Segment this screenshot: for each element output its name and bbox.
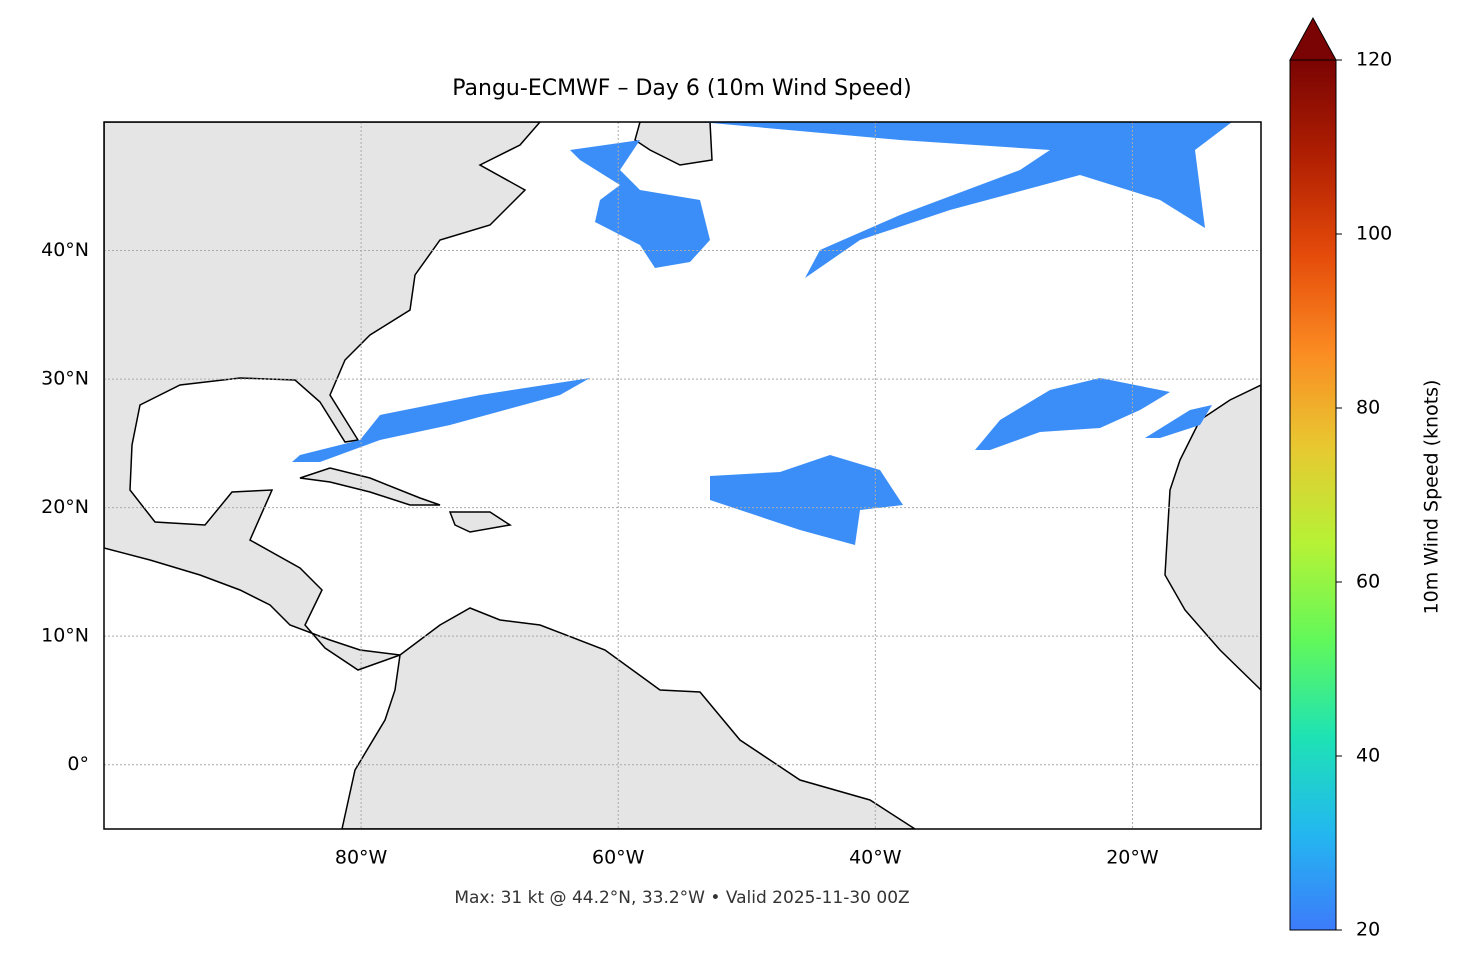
grid bbox=[104, 122, 1261, 829]
colorbar-tick-label: 60 bbox=[1356, 571, 1380, 593]
map-area bbox=[104, 122, 1261, 829]
canada-east bbox=[634, 122, 713, 166]
wind-area bbox=[710, 455, 903, 545]
ticks: 80°W 60°W 40°W 20°W 0° 10°N 20°N 30°N 40°N 20 40 60… bbox=[41, 49, 1392, 941]
wind-area bbox=[292, 378, 590, 462]
title: Pangu-ECMWF – Day 6 (10m Wind Speed) bbox=[452, 76, 911, 101]
y-tick-label: 40°N bbox=[41, 239, 89, 261]
footer: Max: 31 kt @ 44.2°N, 33.2°W • Valid 2025… bbox=[454, 888, 909, 908]
colorbar-tick-label: 100 bbox=[1356, 223, 1392, 245]
africa bbox=[1164, 384, 1261, 692]
hispaniola bbox=[448, 511, 513, 533]
colorbar-extend bbox=[1289, 16, 1337, 61]
x-tick-label: 80°W bbox=[335, 847, 388, 869]
cuba bbox=[299, 467, 441, 506]
south-america bbox=[341, 607, 917, 829]
wind-area bbox=[1145, 405, 1212, 438]
colorbar-label: 10m Wind Speed (knots) bbox=[1421, 380, 1443, 615]
colorbar-tick-label: 20 bbox=[1356, 919, 1380, 941]
north-america bbox=[104, 122, 541, 671]
colorbar bbox=[1289, 59, 1337, 931]
x-tick-label: 60°W bbox=[592, 847, 645, 869]
map-frame bbox=[103, 121, 1262, 830]
y-tick-label: 20°N bbox=[41, 496, 89, 518]
colorbar-tick-label: 80 bbox=[1356, 397, 1380, 419]
wind-area bbox=[975, 378, 1170, 450]
wind-area bbox=[570, 140, 710, 268]
colorbar-tick-label: 120 bbox=[1356, 49, 1392, 71]
y-tick-label: 0° bbox=[67, 753, 89, 775]
y-tick-label: 10°N bbox=[41, 625, 89, 647]
colorbar-tick-label: 40 bbox=[1356, 745, 1380, 767]
y-tick-label: 30°N bbox=[41, 368, 89, 390]
x-tick-label: 40°W bbox=[849, 847, 902, 869]
x-tick-label: 20°W bbox=[1106, 847, 1159, 869]
wind-area bbox=[700, 122, 1232, 278]
